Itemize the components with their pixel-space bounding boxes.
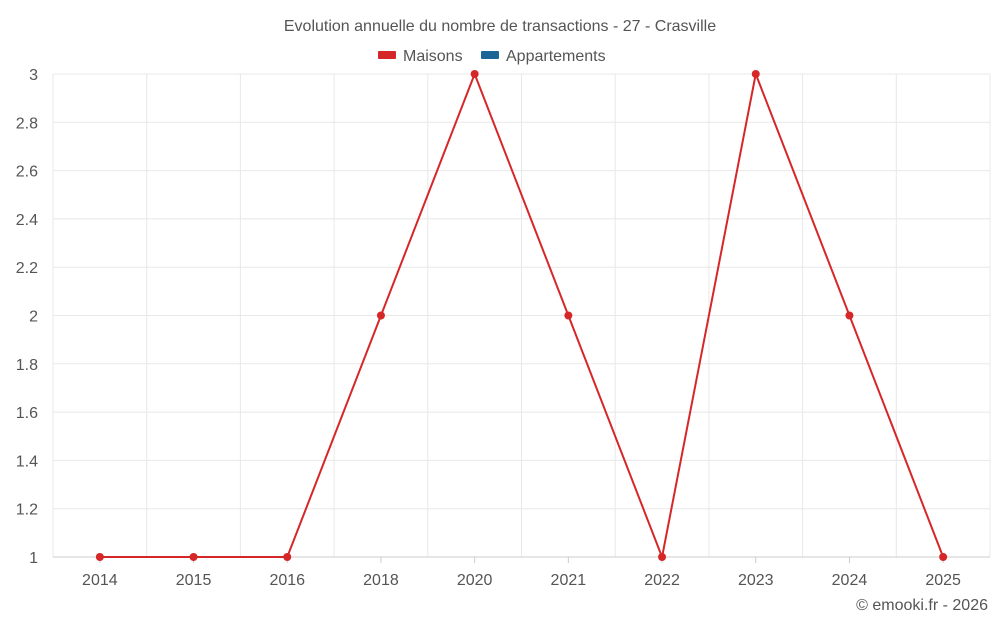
legend-item-appartements[interactable]: Appartements (481, 48, 606, 65)
y-axis-ticks: 1 1.2 1.4 1.6 1.8 2 2.2 2.4 2.6 2.8 3 (16, 67, 38, 567)
data-point[interactable] (845, 311, 854, 320)
x-tick-label: 2014 (82, 572, 118, 589)
x-tick-label: 2020 (457, 572, 493, 589)
y-tick-label: 3 (29, 67, 38, 84)
legend-label-maisons: Maisons (403, 48, 463, 65)
legend-swatch-maisons (378, 51, 396, 59)
legend: Maisons Appartements (378, 48, 606, 65)
data-point[interactable] (939, 553, 948, 561)
data-point[interactable] (564, 311, 573, 320)
data-point[interactable] (376, 311, 385, 320)
y-tick-label: 2.6 (16, 164, 38, 181)
x-tick-label: 2022 (644, 572, 680, 589)
data-point[interactable] (189, 553, 198, 561)
data-point[interactable] (95, 553, 104, 561)
y-tick-label: 1.4 (16, 453, 38, 470)
series-line-maisons (99, 73, 945, 558)
y-tick-label: 1.2 (16, 502, 38, 519)
x-tick-label: 2021 (551, 572, 587, 589)
chart-title: Evolution annuelle du nombre de transact… (284, 18, 716, 35)
y-tick-label: 2.4 (16, 212, 38, 229)
x-tick-label: 2015 (176, 572, 212, 589)
y-tick-label: 1 (29, 550, 38, 567)
x-tick-label: 2023 (738, 572, 774, 589)
data-point[interactable] (283, 553, 292, 561)
y-tick-label: 1.6 (16, 405, 38, 422)
y-tick-label: 2 (29, 309, 38, 326)
legend-label-appartements: Appartements (506, 48, 606, 65)
x-tick-label: 2018 (363, 572, 399, 589)
x-tick-label: 2025 (925, 572, 961, 589)
legend-swatch-appartements (481, 51, 499, 59)
legend-item-maisons[interactable]: Maisons (378, 48, 463, 65)
x-axis-ticks: 2014 2015 2016 2018 2020 2021 2022 2023 2024 2025 (82, 557, 961, 589)
data-point[interactable] (470, 70, 479, 78)
credit-text: © emooki.fr - 2026 (856, 597, 988, 614)
series-layer (95, 70, 948, 561)
data-point[interactable] (658, 553, 667, 561)
y-tick-label: 2.2 (16, 260, 38, 277)
data-point[interactable] (751, 70, 760, 78)
x-tick-label: 2024 (832, 572, 868, 589)
y-tick-label: 1.8 (16, 357, 38, 374)
grid-layer (52, 73, 991, 558)
y-tick-label: 2.8 (16, 115, 38, 132)
x-tick-label: 2016 (269, 572, 305, 589)
